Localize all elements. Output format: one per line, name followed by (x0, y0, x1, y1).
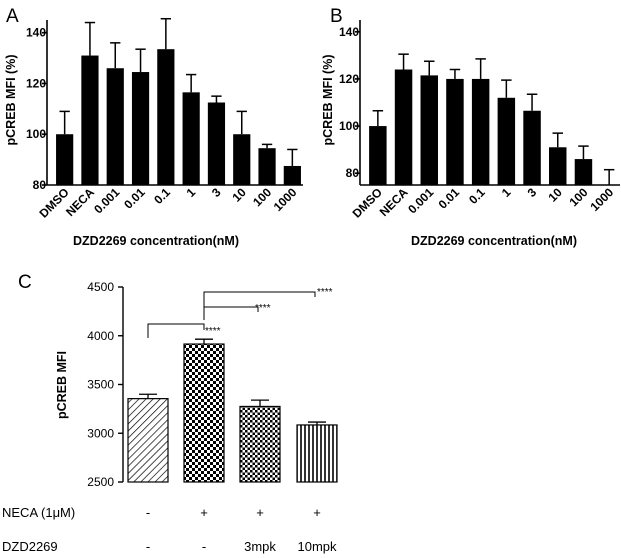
panel-b-error-bars (372, 53, 615, 185)
x-tick-label: NECA (63, 185, 97, 219)
bar (258, 148, 276, 185)
bar (446, 78, 464, 185)
bar (56, 134, 74, 185)
panel-b-letter: B (330, 6, 343, 27)
bar (369, 126, 387, 185)
x-tick-label: NECA (377, 185, 411, 219)
x-tick-label: 0.001 (405, 185, 436, 216)
x-tick-label: 1 (184, 185, 199, 200)
x-tick-label: 1000 (271, 185, 300, 214)
y-tick-label: 100 (339, 119, 359, 133)
bar (497, 97, 516, 185)
y-tick-label: 120 (26, 76, 46, 90)
bar (183, 343, 225, 483)
bar (549, 147, 567, 185)
condition-value: - (146, 539, 150, 554)
panel-b-xlabel: DZD2269 concentration(nM) (411, 234, 577, 248)
condition-value: 3mpk (244, 539, 276, 554)
significance-label: **** (255, 303, 271, 314)
panel-b-y-ticks: 80 100 120 140 (339, 25, 360, 180)
bar (283, 165, 301, 185)
panel-a-error-bars (59, 17, 298, 166)
significance-bracket (203, 306, 259, 320)
panel-a-bars (56, 49, 301, 186)
y-tick-label: 80 (346, 166, 360, 180)
panel-b-chart: B pCREB MFI (%) DZD2269 concentration(nM… (321, 6, 620, 248)
panel-a-axes (46, 20, 303, 186)
condition-value: + (200, 505, 208, 520)
x-tick-label: 1 (499, 185, 514, 200)
y-tick-label: 4500 (87, 280, 114, 294)
significance-label: **** (205, 326, 221, 337)
bar (574, 159, 593, 185)
y-tick-label: 3500 (87, 378, 114, 392)
panel-c-letter: C (18, 272, 32, 293)
x-tick-label: 10 (546, 185, 566, 205)
condition-value: + (256, 505, 264, 520)
panel-b-bars (369, 69, 593, 185)
bar (127, 398, 169, 483)
y-tick-label: 100 (26, 127, 46, 141)
x-tick-label: 0.001 (91, 185, 122, 216)
x-tick-label: 10 (230, 185, 250, 205)
condition-row-label: DZD2269 (2, 539, 58, 554)
bar (182, 92, 200, 185)
significance-bracket (203, 291, 316, 320)
x-tick-label: 3 (209, 185, 224, 200)
x-tick-label: DMSO (350, 185, 385, 220)
bar (239, 405, 281, 483)
panel-a-xlabel: DZD2269 concentration(nM) (73, 234, 239, 248)
panel-a-ylabel: pCREB MFI (%) (4, 55, 18, 146)
panel-c-y-ticks: 2500 3000 3500 4000 4500 (87, 280, 123, 489)
condition-value: - (146, 505, 150, 520)
bar (81, 55, 99, 186)
bar (131, 72, 150, 185)
x-tick-label: 0.01 (121, 185, 148, 212)
significance-label: **** (317, 287, 333, 298)
bar (296, 424, 338, 483)
bar (157, 49, 175, 185)
y-tick-label: 140 (26, 26, 46, 40)
x-tick-label: 100 (567, 185, 591, 209)
panel-a-chart: A pCREB MFI (%) DZD2269 concentration(nM… (4, 6, 303, 248)
panel-a-y-ticks: 80 100 120 140 (26, 26, 47, 192)
panel-c-error-bars (139, 338, 326, 425)
condition-value: - (202, 539, 206, 554)
y-tick-label: 140 (339, 25, 359, 39)
y-tick-label: 3000 (87, 426, 114, 440)
significance-bracket (147, 323, 205, 338)
x-tick-label: 0.1 (151, 185, 173, 207)
panel-c-conditions: NECA (1μM) - + + + DZD2269 - - 3mpk 10mpk (2, 505, 337, 554)
bar (523, 110, 541, 185)
bar (471, 78, 490, 185)
bar (394, 69, 413, 185)
bar (106, 68, 124, 185)
x-tick-label: 100 (250, 185, 274, 209)
panel-c-ylabel: pCREB MFI (55, 351, 69, 419)
bar (233, 134, 251, 185)
panel-b-axes (359, 20, 620, 186)
y-tick-label: 4000 (87, 329, 114, 343)
x-tick-label: 0.01 (436, 185, 463, 212)
y-tick-label: 2500 (87, 475, 114, 489)
condition-value: + (313, 505, 321, 520)
x-tick-label: 0.1 (466, 185, 488, 207)
condition-value: 10mpk (297, 539, 337, 554)
bar (207, 102, 226, 185)
panel-b-ylabel: pCREB MFI (%) (321, 55, 335, 146)
bar (420, 75, 438, 185)
panel-c-significance: **** **** **** (147, 287, 333, 338)
panel-a-letter: A (6, 6, 19, 27)
y-tick-label: 120 (339, 72, 359, 86)
x-tick-label: 3 (525, 185, 540, 200)
panel-c-bars (127, 343, 338, 483)
x-tick-label: 1000 (587, 185, 616, 214)
y-tick-label: 80 (33, 178, 47, 192)
condition-row-label: NECA (1μM) (2, 505, 75, 520)
